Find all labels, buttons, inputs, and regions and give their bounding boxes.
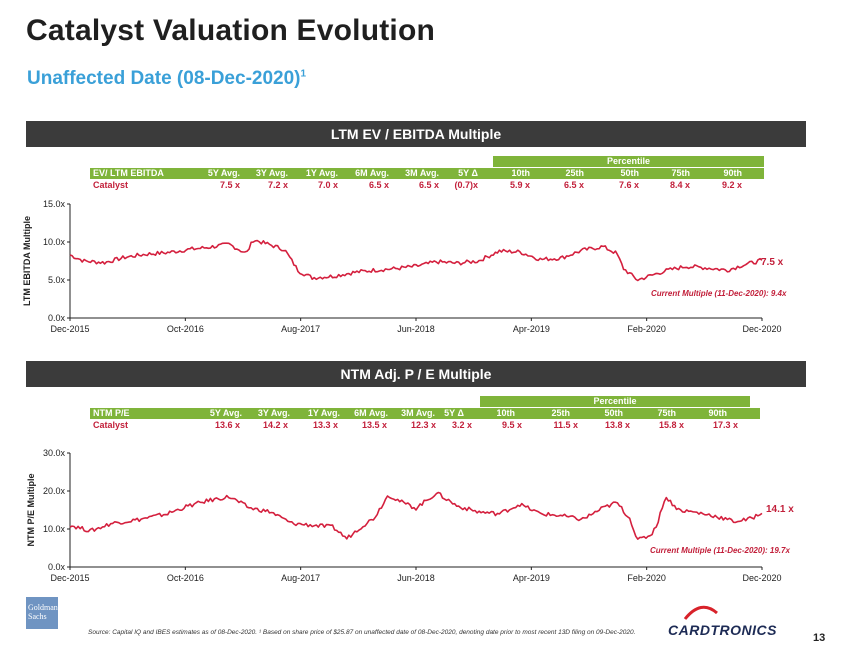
row-3m-avg: 12.3 x: [410, 420, 436, 430]
row-5y-avg: 7.5 x: [219, 180, 240, 190]
ntm-pe-x-tick-label: Apr-2019: [513, 573, 550, 583]
header-5y-avg: 5Y Avg.: [209, 408, 242, 418]
header-3m-avg: 3M Avg.: [401, 408, 435, 418]
ntm-pe-band: NTM Adj. P / E Multiple: [26, 361, 806, 387]
row-company: Catalyst: [93, 420, 129, 430]
row-50th: 13.8 x: [604, 420, 630, 430]
ntm-pe-y-tick-label: 30.0x: [43, 448, 66, 458]
ntm-pe-current-label: 14.1 x: [766, 504, 794, 515]
header-1y-avg: 1Y Avg.: [307, 408, 340, 418]
ntm-pe-x-tick-label: Dec-2020: [742, 573, 781, 583]
ev-ebitda-current-label: 7.5 x: [761, 257, 784, 268]
ev-ebitda-x-tick-label: Dec-2020: [742, 324, 781, 334]
table-header-row: EV/ LTM EBITDA 5Y Avg. 3Y Avg. 1Y Avg. 6…: [90, 168, 764, 179]
ev-ebitda-x-tick-label: Aug-2017: [281, 324, 320, 334]
row-75th: 15.8 x: [658, 420, 684, 430]
ev-ebitda-chart: 0.0x 5.0x 10.0x 15.0x Dec-2015 Oct-2016 Aug-20…: [22, 199, 782, 334]
header-6m-avg: 6M Avg.: [354, 408, 388, 418]
ntm-pe-chart: 0.0x 10.0x 20.0x 30.0x Dec-2015 Oct-2016 Aug-2…: [26, 448, 782, 583]
ntm-pe-x-tick-label: Dec-2015: [50, 573, 89, 583]
ntm-pe-y-axis-label: NTM P/E Multiple: [26, 474, 36, 547]
header-6m-avg: 6M Avg.: [355, 168, 389, 178]
header-5y-delta: 5Y Δ: [444, 408, 464, 418]
row-6m-avg: 13.5 x: [361, 420, 387, 430]
row-5y-avg: 13.6 x: [214, 420, 240, 430]
ev-ebitda-y-tick-label: 10.0x: [43, 237, 66, 247]
table-row: Catalyst 13.6 x 14.2 x 13.3 x 13.5 x 12.…: [90, 420, 764, 431]
ntm-pe-x-tick-label: Jun-2018: [397, 573, 435, 583]
header-3m-avg: 3M Avg.: [405, 168, 439, 178]
ev-ebitda-x-tick-label: Feb-2020: [627, 324, 666, 334]
row-90th: 17.3 x: [712, 420, 738, 430]
header-5y-delta: 5Y Δ: [458, 168, 478, 178]
row-3y-avg: 7.2 x: [267, 180, 288, 190]
source-footnote: Source: Capital IQ and IBES estimates as…: [88, 629, 636, 636]
cardtronics-swoosh-icon: [683, 605, 718, 620]
ntm-pe-series-line: [69, 491, 763, 540]
table-row: Catalyst 7.5 x 7.2 x 7.0 x 6.5 x 6.5 x (…: [90, 180, 764, 191]
row-75th: 8.4 x: [669, 180, 690, 190]
ev-ebitda-series-line: [69, 239, 763, 282]
ntm-pe-current-multiple-note: Current Multiple (11-Dec-2020): 19.7x: [650, 546, 790, 555]
header-25th: 25th: [565, 168, 584, 178]
header-5y-avg: 5Y Avg.: [207, 168, 240, 178]
header-25th: 25th: [551, 408, 570, 418]
header-metric: EV/ LTM EBITDA: [93, 168, 164, 178]
ev-ebitda-x-tick-label: Dec-2015: [50, 324, 89, 334]
ntm-pe-x-tick-label: Aug-2017: [281, 573, 320, 583]
percentile-header: Percentile: [480, 396, 750, 407]
header-75th: 75th: [671, 168, 690, 178]
header-3y-avg: 3Y Avg.: [255, 168, 288, 178]
row-25th: 11.5 x: [553, 420, 578, 430]
ev-ebitda-y-tick-label: 5.0x: [48, 275, 66, 285]
page-title: Catalyst Valuation Evolution: [26, 14, 436, 47]
header-1y-avg: 1Y Avg.: [305, 168, 338, 178]
ntm-pe-x-tick-label: Oct-2016: [167, 573, 204, 583]
row-5y-delta: (0.7)x: [454, 180, 478, 190]
goldman-sachs-logo: Goldman Sachs: [26, 597, 58, 629]
row-6m-avg: 6.5 x: [368, 180, 389, 190]
row-10th: 5.9 x: [509, 180, 530, 190]
ev-ebitda-x-tick-label: Apr-2019: [513, 324, 550, 334]
ev-ebitda-current-multiple-note: Current Multiple (11-Dec-2020): 9.4x: [651, 289, 787, 298]
row-5y-delta: 3.2 x: [451, 420, 472, 430]
header-10th: 10th: [496, 408, 515, 418]
row-90th: 9.2 x: [721, 180, 742, 190]
goldman-sachs-logo-text: Goldman Sachs: [28, 603, 58, 621]
subtitle-text: Unaffected Date (08-Dec-2020): [27, 68, 301, 89]
row-25th: 6.5 x: [563, 180, 584, 190]
page-subtitle: Unaffected Date (08-Dec-2020)1: [27, 68, 306, 90]
ev-ebitda-y-axis-label: LTM EBITDA Multiple: [22, 216, 32, 306]
ev-ebitda-y-tick-label: 15.0x: [43, 199, 66, 209]
row-3m-avg: 6.5 x: [418, 180, 439, 190]
header-10th: 10th: [511, 168, 530, 178]
cardtronics-logo: CARDTRONICS: [668, 622, 777, 638]
row-3y-avg: 14.2 x: [262, 420, 288, 430]
row-1y-avg: 7.0 x: [317, 180, 338, 190]
ntm-pe-x-tick-label: Feb-2020: [627, 573, 666, 583]
row-company: Catalyst: [93, 180, 129, 190]
header-metric: NTM P/E: [93, 408, 130, 418]
header-50th: 50th: [620, 168, 639, 178]
header-50th: 50th: [604, 408, 623, 418]
header-90th: 90th: [723, 168, 742, 178]
ntm-pe-y-tick-label: 10.0x: [43, 524, 66, 534]
ntm-pe-y-tick-label: 20.0x: [43, 486, 66, 496]
row-10th: 9.5 x: [501, 420, 522, 430]
percentile-header: Percentile: [493, 156, 764, 167]
header-90th: 90th: [708, 408, 727, 418]
page-number: 13: [813, 632, 826, 644]
ntm-pe-y-tick-label: 0.0x: [48, 562, 66, 572]
row-1y-avg: 13.3 x: [312, 420, 338, 430]
subtitle-footnote-mark: 1: [300, 68, 307, 80]
header-3y-avg: 3Y Avg.: [257, 408, 290, 418]
ev-ebitda-x-tick-label: Oct-2016: [167, 324, 204, 334]
ev-ebitda-y-tick-label: 0.0x: [48, 313, 66, 323]
ev-ebitda-x-tick-label: Jun-2018: [397, 324, 435, 334]
table-header-row: NTM P/E 5Y Avg. 3Y Avg. 1Y Avg. 6M Avg. …: [90, 408, 760, 419]
ltm-ev-ebitda-band: LTM EV / EBITDA Multiple: [26, 121, 806, 147]
header-75th: 75th: [657, 408, 676, 418]
row-50th: 7.6 x: [618, 180, 639, 190]
